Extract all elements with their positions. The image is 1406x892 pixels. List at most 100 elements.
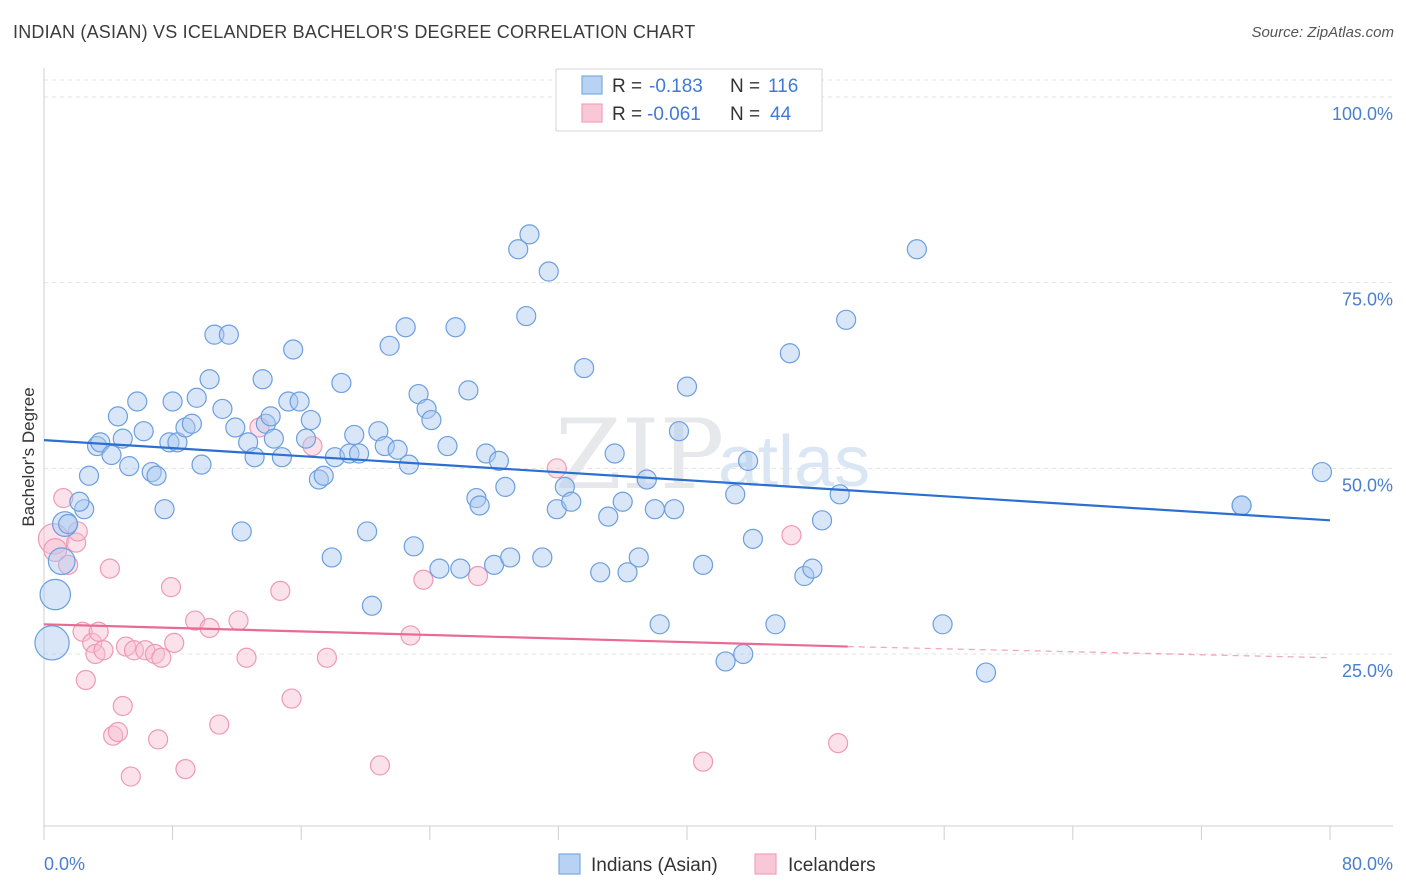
- indian-point: [395, 317, 416, 338]
- grid-lines: [44, 79, 1393, 655]
- trend-line-icelanders: [43, 623, 848, 648]
- indian-point: [107, 406, 129, 427]
- indian-point: [532, 547, 553, 568]
- legend-r-value-1: -0.183: [649, 76, 703, 97]
- icelander-point: [148, 729, 169, 750]
- icelander-point: [546, 458, 567, 479]
- indians-points: [34, 224, 1333, 683]
- indian-point: [429, 558, 450, 579]
- icelander-point: [58, 554, 79, 575]
- trend-line-icelanders-extrapolated: [847, 645, 1331, 659]
- indian-point: [488, 450, 510, 472]
- legend-r-label-2: R =: [612, 104, 642, 125]
- indian-point: [387, 439, 408, 460]
- indian-point: [668, 421, 690, 442]
- indian-point: [368, 421, 389, 442]
- legend-box: R = -0.183 N = 116 R = -0.061 N = 44: [555, 68, 823, 132]
- indian-point: [636, 469, 657, 490]
- indian-point: [495, 476, 516, 497]
- indian-point: [260, 406, 281, 427]
- indian-point: [574, 357, 595, 379]
- icelander-point: [75, 669, 96, 691]
- indian-point: [146, 465, 167, 486]
- icelander-point: [781, 525, 802, 546]
- icelander-point: [53, 487, 74, 509]
- icelander-point: [82, 632, 103, 653]
- icelander-point: [369, 755, 391, 776]
- indian-point: [836, 309, 857, 330]
- indian-point: [58, 513, 79, 535]
- legend-swatch-icelanders: [581, 103, 603, 123]
- indian-point: [47, 547, 76, 576]
- indian-point: [1231, 495, 1252, 516]
- indian-point: [475, 443, 497, 464]
- indian-point: [86, 435, 108, 457]
- icelander-point: [228, 610, 249, 631]
- icelander-point: [828, 733, 849, 754]
- indian-point: [742, 528, 764, 549]
- indian-point: [617, 562, 638, 583]
- indian-point: [313, 465, 334, 486]
- y-tick-label-3: 100.0%: [1332, 104, 1393, 124]
- indian-point: [765, 614, 786, 635]
- icelander-point: [175, 759, 196, 780]
- indian-point: [374, 435, 395, 457]
- indian-point: [69, 491, 90, 512]
- legend-n-value-1: 116: [768, 76, 798, 97]
- indian-point: [175, 417, 196, 438]
- icelander-point: [151, 647, 172, 668]
- indian-point: [181, 413, 202, 434]
- bottom-legend-swatch-indians: [558, 853, 581, 875]
- indian-point: [231, 521, 252, 542]
- indian-point: [644, 499, 665, 520]
- indian-point: [612, 491, 633, 512]
- axes: [43, 68, 1393, 840]
- y-tick-label-2: 75.0%: [1342, 290, 1393, 310]
- icelander-point: [281, 688, 302, 709]
- indian-point: [331, 372, 352, 394]
- indian-point: [516, 305, 537, 327]
- indian-point: [112, 428, 133, 449]
- indian-point: [932, 614, 953, 635]
- icelanders-points: [37, 417, 849, 787]
- indian-point: [119, 456, 140, 477]
- icelander-point: [99, 558, 121, 579]
- indian-point: [437, 435, 458, 457]
- x-tick-label-max: 80.0%: [1342, 854, 1393, 874]
- indian-point: [469, 495, 490, 516]
- chart-source: Source: ZipAtlas.com: [1251, 24, 1394, 41]
- indian-point: [802, 558, 823, 579]
- indian-point: [283, 339, 304, 360]
- indian-point: [321, 547, 342, 568]
- indian-point: [34, 625, 70, 661]
- icelander-point: [413, 569, 434, 590]
- indian-point: [361, 595, 383, 616]
- y-axis-title: Bachelor's Degree: [19, 387, 38, 526]
- indian-point: [445, 317, 466, 338]
- indian-point: [204, 324, 225, 345]
- indian-point: [906, 239, 927, 260]
- bottom-legend-icelanders: Icelanders: [788, 855, 876, 876]
- indian-point: [664, 499, 685, 520]
- indian-point: [252, 369, 273, 390]
- indian-point: [379, 335, 400, 356]
- indian-point: [450, 558, 471, 579]
- icelander-point: [316, 647, 338, 668]
- icelander-point: [123, 640, 145, 661]
- indian-point: [421, 409, 442, 431]
- icelander-point: [692, 751, 714, 772]
- indian-point: [271, 447, 293, 468]
- indian-point: [649, 614, 670, 635]
- indian-point: [191, 454, 212, 475]
- indian-point: [357, 521, 378, 542]
- watermark-zip: ZIP: [555, 399, 724, 511]
- indian-point: [794, 565, 815, 587]
- indian-point: [628, 547, 649, 568]
- indian-point: [416, 398, 437, 420]
- legend-n-value-2: 44: [770, 104, 792, 125]
- bottom-legend-swatch-icelanders: [754, 853, 777, 875]
- indian-point: [779, 343, 800, 364]
- legend-n-label-2: N =: [730, 104, 760, 125]
- indian-point: [199, 369, 220, 390]
